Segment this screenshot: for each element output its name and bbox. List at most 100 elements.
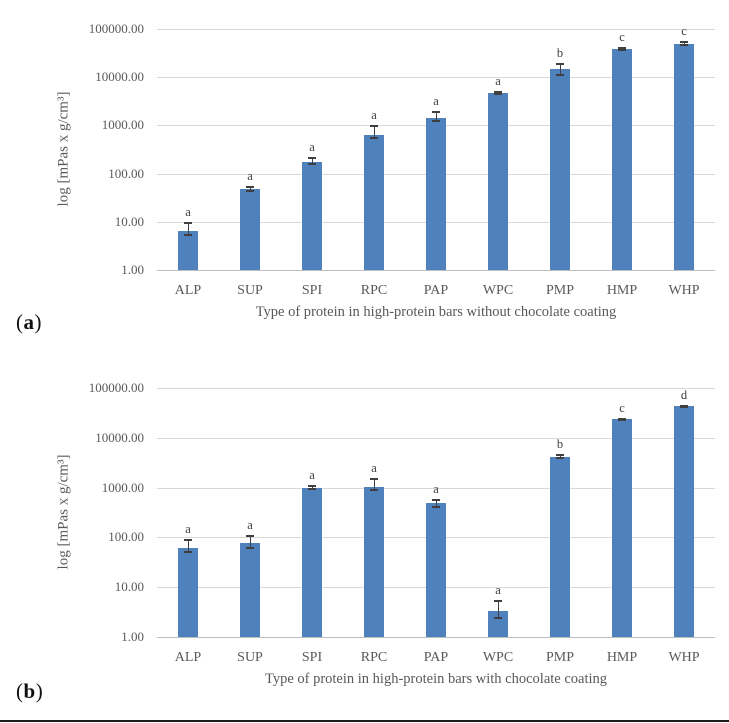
error-cap-top-SPI bbox=[308, 484, 316, 487]
sig-letter-HMP: c bbox=[619, 29, 625, 44]
panel-label-a: (a) bbox=[16, 310, 42, 335]
y-tick-label: 10.00 bbox=[114, 579, 144, 595]
error-cap-bottom-RPC bbox=[370, 488, 378, 491]
sig-letter-WPC: a bbox=[495, 73, 501, 88]
error-bar-ALP bbox=[187, 539, 189, 552]
x-category-PAP: PAP bbox=[423, 283, 449, 298]
x-category-PMP: PMP bbox=[545, 650, 575, 665]
sig-letter-ALP: a bbox=[185, 521, 191, 536]
error-bar-PMP bbox=[559, 454, 561, 459]
bar-PAP bbox=[426, 503, 446, 637]
x-category-SPI: SPI bbox=[301, 283, 323, 298]
error-bar-WPC bbox=[497, 600, 499, 619]
error-cap-bottom-ALP bbox=[184, 234, 192, 237]
error-bar-SUP bbox=[249, 535, 251, 548]
gridline-100.00 bbox=[157, 537, 715, 539]
error-cap-top-ALP bbox=[184, 538, 192, 541]
x-category-ALP: ALP bbox=[174, 650, 202, 665]
x-category-SUP: SUP bbox=[237, 283, 263, 298]
sig-letter-PMP: b bbox=[556, 436, 564, 451]
error-bar-PMP bbox=[559, 63, 561, 76]
error-bar-SPI bbox=[311, 485, 313, 489]
y-axis-title-a: log [mPas x g/cm³] bbox=[55, 91, 72, 207]
sig-letter-RPC: a bbox=[371, 108, 377, 123]
bar-WHP bbox=[674, 406, 694, 637]
error-cap-bottom-ALP bbox=[184, 550, 192, 553]
bar-HMP bbox=[612, 419, 632, 637]
error-cap-bottom-WPC bbox=[494, 93, 502, 96]
error-bar-WHP bbox=[683, 405, 685, 408]
x-category-WHP: WHP bbox=[668, 283, 700, 298]
error-cap-top-ALP bbox=[184, 222, 192, 225]
y-tick-label: 1.00 bbox=[121, 629, 144, 644]
panel-label-b-open: ( bbox=[16, 679, 24, 703]
sig-letter-WHP: d bbox=[680, 387, 688, 402]
x-category-ALP: ALP bbox=[174, 283, 202, 298]
bar-PMP bbox=[550, 69, 570, 270]
gridline-100.00 bbox=[157, 173, 715, 175]
error-cap-top-PAP bbox=[432, 498, 440, 501]
error-cap-bottom-PMP bbox=[556, 74, 564, 77]
sig-letter-HMP: c bbox=[619, 400, 625, 415]
sig-letter-PAP: a bbox=[433, 481, 439, 496]
y-tick-label: 10000.00 bbox=[95, 69, 144, 85]
panel-label-a-open: ( bbox=[16, 310, 24, 334]
error-cap-top-WPC bbox=[494, 90, 502, 93]
error-bar-PAP bbox=[435, 112, 437, 121]
bar-ALP bbox=[178, 231, 198, 270]
error-cap-top-PAP bbox=[432, 111, 440, 114]
sig-letter-SUP: a bbox=[247, 517, 253, 532]
bar-WHP bbox=[674, 43, 694, 270]
x-category-RPC: RPC bbox=[360, 283, 388, 298]
x-category-WPC: WPC bbox=[482, 650, 514, 665]
error-cap-top-WPC bbox=[494, 599, 502, 602]
bar-HMP bbox=[612, 48, 632, 270]
error-bar-RPC bbox=[373, 126, 375, 138]
x-category-HMP: HMP bbox=[606, 283, 638, 298]
sig-letter-WPC: a bbox=[495, 582, 501, 597]
error-bar-SUP bbox=[249, 187, 251, 192]
y-tick-label: 10.00 bbox=[114, 213, 144, 229]
error-bar-SPI bbox=[311, 157, 313, 165]
bar-ALP bbox=[178, 548, 198, 637]
panel-label-b: (b) bbox=[16, 679, 43, 704]
sig-letter-SPI: a bbox=[309, 467, 315, 482]
panel-label-a-letter: a bbox=[23, 310, 35, 334]
sig-letter-SPI: a bbox=[309, 139, 315, 154]
bar-WPC bbox=[488, 93, 508, 270]
y-tick-label: 100000.00 bbox=[88, 380, 144, 395]
error-cap-bottom-WHP bbox=[680, 43, 688, 46]
error-cap-bottom-SUP bbox=[246, 190, 254, 193]
bar-SUP bbox=[240, 189, 260, 270]
gridline-10.00 bbox=[157, 587, 715, 589]
x-category-PAP: PAP bbox=[423, 650, 449, 665]
y-tick-label: 10000.00 bbox=[95, 429, 144, 445]
error-cap-top-HMP bbox=[618, 417, 626, 420]
bar-PMP bbox=[550, 456, 570, 637]
gridline-1000.00 bbox=[157, 487, 715, 489]
error-cap-top-RPC bbox=[370, 478, 378, 481]
x-category-HMP: HMP bbox=[606, 650, 638, 665]
error-cap-bottom-PAP bbox=[432, 119, 440, 122]
error-cap-top-HMP bbox=[618, 46, 626, 49]
gridline-10000.00 bbox=[157, 437, 715, 439]
panel-label-a-close: ) bbox=[34, 310, 42, 334]
gridline-100000.00 bbox=[157, 29, 715, 30]
sig-letter-PMP: b bbox=[556, 45, 564, 60]
gridline-100000.00 bbox=[157, 388, 715, 389]
y-tick-label: 100.00 bbox=[108, 165, 144, 181]
error-cap-bottom-SUP bbox=[246, 546, 254, 549]
sig-letter-PAP: a bbox=[433, 94, 439, 109]
x-axis-title-a: Type of protein in high-protein bars wit… bbox=[255, 304, 617, 320]
error-cap-top-WHP bbox=[680, 41, 688, 44]
bar-WPC bbox=[488, 611, 508, 637]
y-tick-label: 100000.00 bbox=[88, 21, 144, 36]
error-cap-bottom-WHP bbox=[680, 406, 688, 409]
page-bottom-rule bbox=[0, 720, 729, 722]
error-cap-top-RPC bbox=[370, 125, 378, 128]
gridline-1000.00 bbox=[157, 125, 715, 127]
gridline-1.00 bbox=[157, 637, 715, 638]
bar-SUP bbox=[240, 543, 260, 637]
